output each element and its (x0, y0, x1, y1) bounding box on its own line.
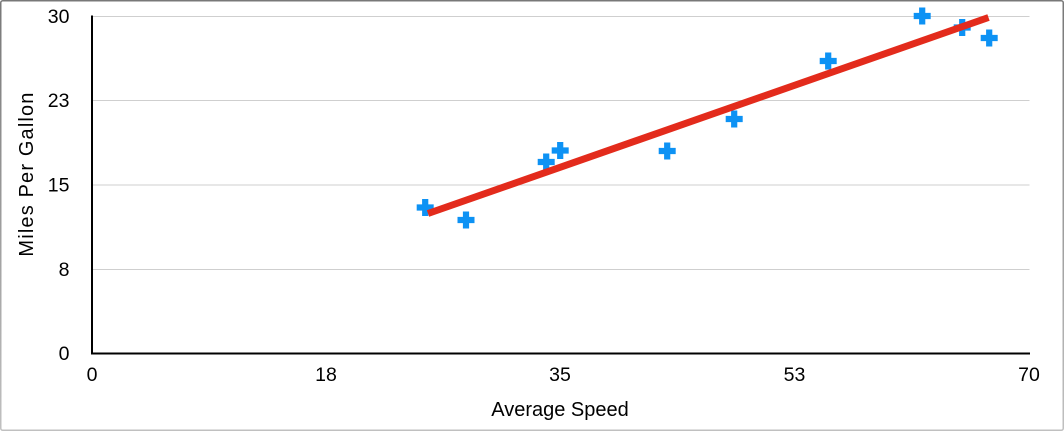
svg-text:Miles Per Gallon: Miles Per Gallon (16, 91, 38, 256)
svg-text:8: 8 (59, 259, 70, 281)
svg-text:70: 70 (1018, 364, 1040, 386)
svg-text:53: 53 (784, 364, 806, 386)
svg-text:0: 0 (59, 343, 70, 365)
svg-text:Average Speed: Average Speed (491, 399, 629, 421)
svg-text:30: 30 (48, 6, 70, 28)
svg-text:15: 15 (48, 175, 70, 197)
svg-text:35: 35 (549, 364, 571, 386)
svg-text:18: 18 (315, 364, 337, 386)
svg-text:23: 23 (48, 90, 70, 112)
svg-text:0: 0 (87, 364, 98, 386)
